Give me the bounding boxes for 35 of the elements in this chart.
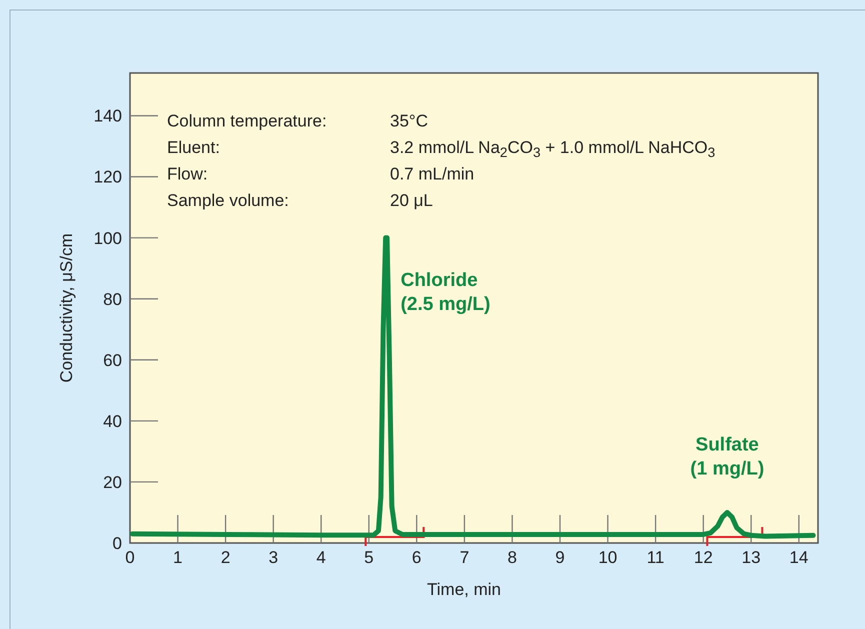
y-tick-label: 40 bbox=[103, 412, 122, 431]
y-tick-label: 140 bbox=[94, 106, 122, 126]
y-tick-label: 60 bbox=[103, 350, 122, 370]
annotation: 35°C bbox=[390, 112, 428, 130]
x-tick-label: 9 bbox=[555, 548, 565, 567]
y-tick-label: 120 bbox=[94, 168, 122, 187]
annotation: 20 μL bbox=[390, 191, 433, 210]
x-tick-label: 6 bbox=[412, 548, 422, 567]
annotation: Chloride (2.5 mg/L) bbox=[400, 270, 490, 315]
x-tick-label: 5 bbox=[364, 548, 374, 567]
x-tick-label: 8 bbox=[507, 548, 517, 567]
x-tick-label: 4 bbox=[316, 548, 326, 567]
annotation: 0.7 mL/min bbox=[390, 164, 474, 184]
annotation: Sample volume: bbox=[167, 191, 289, 210]
y-tick-label: 100 bbox=[94, 228, 122, 248]
x-tick-label: 0 bbox=[125, 548, 135, 567]
y-tick-label: 0 bbox=[112, 534, 122, 553]
annotation: Column temperature: bbox=[167, 112, 327, 130]
x-tick-label: 14 bbox=[789, 548, 808, 567]
x-tick-label: 3 bbox=[268, 548, 278, 567]
x-tick-label: 7 bbox=[460, 548, 470, 567]
x-tick-label: 11 bbox=[646, 548, 664, 567]
y-tick-label: 80 bbox=[103, 290, 122, 309]
x-tick-label: 12 bbox=[694, 548, 713, 567]
x-axis-title: Time, min bbox=[427, 580, 501, 599]
x-tick-label: 2 bbox=[220, 548, 230, 567]
annotation: Flow: bbox=[167, 164, 208, 184]
annotation: Sulfate (1 mg/L) bbox=[690, 434, 764, 480]
annotation: Eluent: bbox=[167, 138, 220, 157]
x-tick-label: 1 bbox=[173, 548, 183, 567]
y-axis-title: Conductivity, μS/cm bbox=[57, 233, 76, 383]
annotation: 3.2 mmol/L Na$_{2}$CO$_{3}$ + 1.0 mmol/L NaHCO$_{3}$ bbox=[390, 138, 716, 160]
x-tick-label: 10 bbox=[598, 548, 618, 567]
x-tick-label: 13 bbox=[742, 548, 761, 567]
y-tick-label: 20 bbox=[103, 472, 122, 492]
